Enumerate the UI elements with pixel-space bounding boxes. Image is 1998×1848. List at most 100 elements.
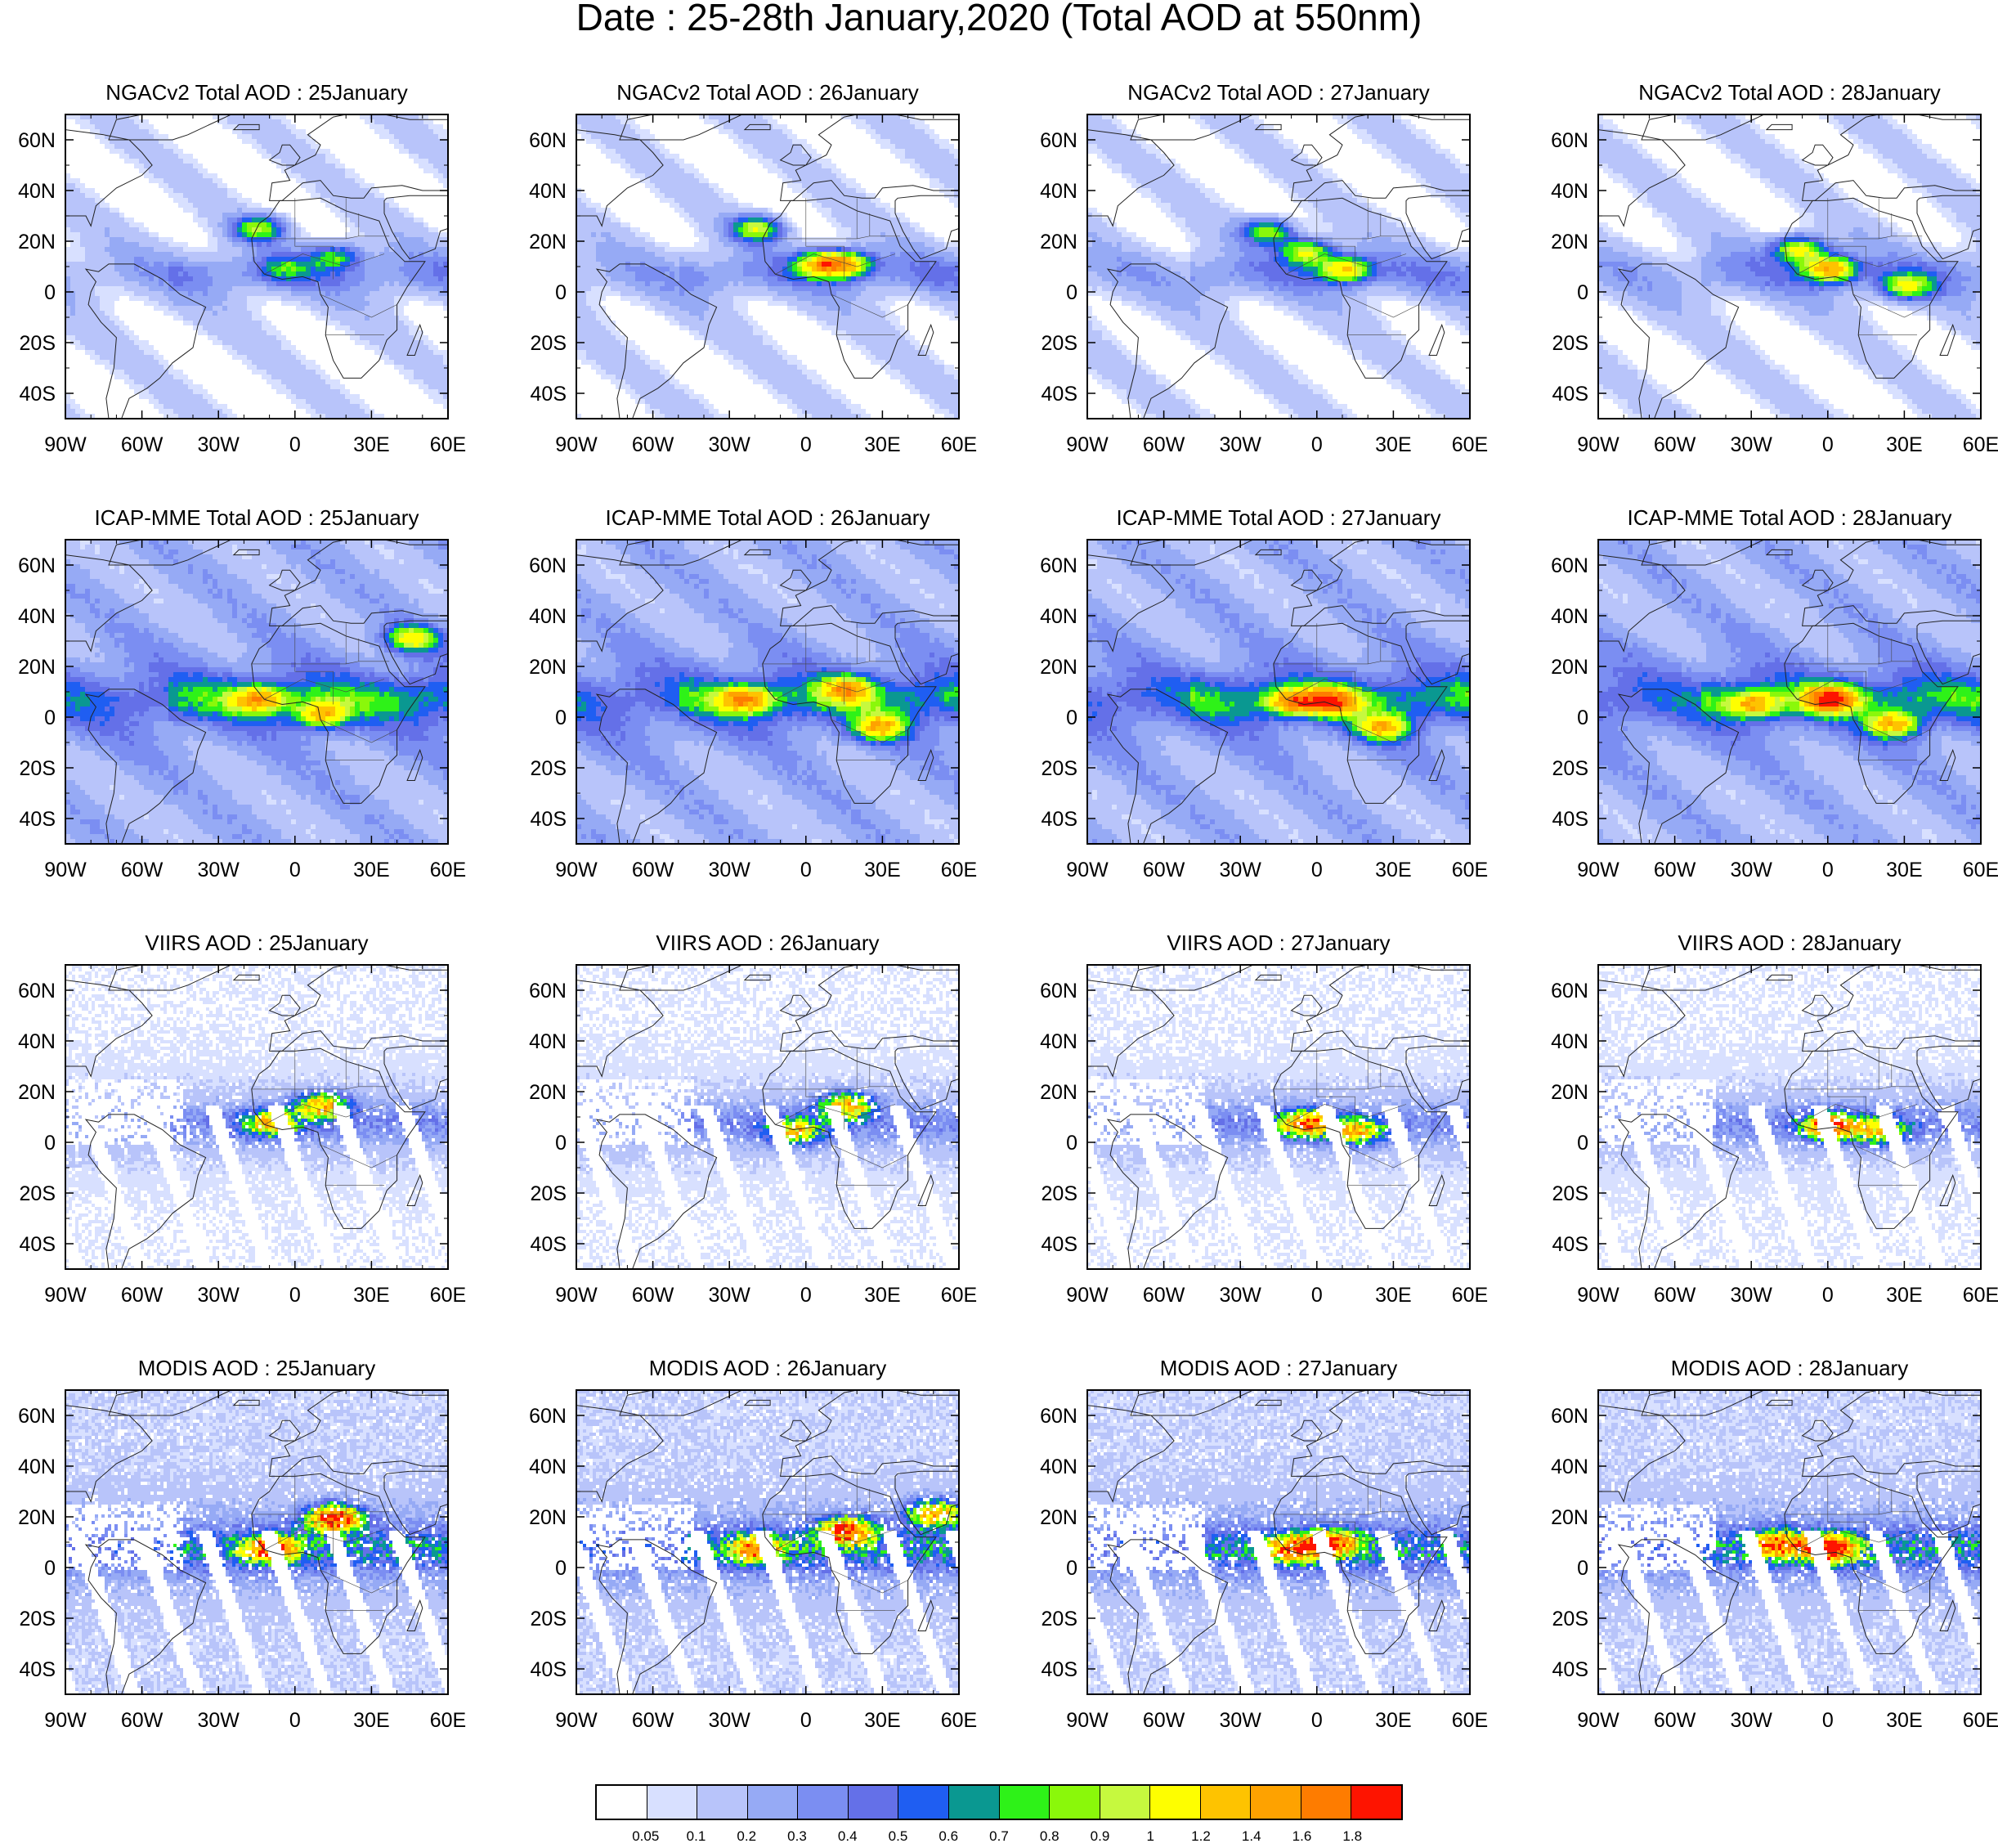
x-tick-label: 30E [864,859,900,881]
y-tick-label: 40N [1040,180,1077,203]
y-tick-label: 40S [20,1233,56,1256]
y-tick-label: 0 [1066,1557,1077,1580]
x-tick-label: 90W [44,1284,87,1307]
y-tick-label: 0 [44,1557,56,1580]
aod-field [1082,1388,1470,1694]
y-tick-label: 0 [44,1132,56,1155]
x-tick-label: 0 [800,859,812,881]
x-tick-label: 60E [430,433,466,456]
x-tick-label: 90W [1066,1709,1109,1732]
panel-title: MODIS AOD : 27January [1160,1356,1397,1380]
x-tick-label: 30E [1886,1709,1922,1732]
aod-field [571,962,959,1269]
x-tick-label: 0 [1822,1709,1834,1732]
y-tick-label: 40S [531,808,567,831]
x-tick-label: 60W [632,433,674,456]
x-tick-label: 60W [121,859,164,881]
x-tick-label: 0 [289,859,301,881]
x-tick-label: 30E [353,1709,389,1732]
x-tick-label: 0 [800,1284,812,1307]
y-tick-label: 40S [1552,383,1588,406]
colorbar-box [597,1786,647,1819]
x-tick-label: 0 [1311,1284,1323,1307]
x-tick-label: 30W [1730,433,1772,456]
x-tick-label: 90W [1577,1284,1619,1307]
x-tick-label: 30W [1730,859,1772,881]
panel-title: ICAP-MME Total AOD : 27January [1117,505,1441,530]
colorbar-box [647,1786,698,1819]
y-tick-label: 0 [1066,281,1077,304]
aod-field [571,537,959,844]
y-tick-label: 20N [1551,1506,1588,1529]
y-tick-label: 20N [529,1081,567,1104]
y-tick-label: 20N [529,656,567,679]
y-tick-label: 0 [44,706,56,729]
colorbar-box [849,1786,899,1819]
y-tick-label: 0 [1066,706,1077,729]
y-tick-label: 20S [1552,1608,1588,1630]
x-tick-label: 60W [1143,859,1185,881]
y-tick-label: 20S [20,332,56,355]
x-tick-label: 90W [555,1709,598,1732]
y-tick-label: 20S [1552,757,1588,780]
y-tick-label: 60N [1040,1405,1077,1428]
y-tick-label: 60N [18,1405,56,1428]
x-tick-label: 0 [800,433,812,456]
y-tick-label: 40N [1551,1456,1588,1478]
colorbar-label: 0.8 [1040,1828,1059,1845]
y-tick-label: 40S [1552,1233,1588,1256]
y-tick-label: 20S [1042,332,1077,355]
y-tick-label: 60N [1551,980,1588,1002]
y-tick-label: 20N [1551,656,1588,679]
y-tick-label: 40N [18,1030,56,1053]
y-tick-label: 0 [555,281,567,304]
panel-title: MODIS AOD : 25January [138,1356,375,1380]
x-tick-label: 0 [800,1709,812,1732]
x-tick-label: 60W [1654,859,1696,881]
y-tick-label: 20N [18,656,56,679]
x-tick-label: 30E [353,859,389,881]
colorbar-label: 0.1 [687,1828,706,1845]
colorbar [595,1784,1403,1820]
x-tick-label: 30W [708,1709,750,1732]
y-tick-label: 0 [555,706,567,729]
y-tick-label: 60N [1551,1405,1588,1428]
y-tick-label: 20N [1040,1081,1077,1104]
colorbar-box [949,1786,1000,1819]
y-tick-label: 40S [531,1233,567,1256]
aod-field [1082,962,1470,1269]
y-tick-label: 40N [1551,1030,1588,1053]
x-tick-label: 0 [1822,1284,1834,1307]
x-tick-label: 90W [1066,1284,1109,1307]
colorbar-box [1201,1786,1252,1819]
x-tick-label: 60W [632,1284,674,1307]
x-tick-label: 30W [197,433,240,456]
colorbar-label: 0.05 [632,1828,659,1845]
x-tick-label: 90W [1577,859,1619,881]
y-tick-label: 20N [529,231,567,253]
x-tick-label: 30W [708,433,750,456]
x-tick-label: 30E [353,1284,389,1307]
colorbar-box [1351,1786,1401,1819]
y-tick-label: 40S [1552,808,1588,831]
y-tick-label: 40N [1551,605,1588,628]
x-tick-label: 60E [941,1284,977,1307]
colorbar-box [1000,1786,1051,1819]
x-tick-label: 30W [1219,1284,1261,1307]
x-tick-label: 30E [1375,1709,1411,1732]
y-tick-label: 20N [529,1506,567,1529]
x-tick-label: 60E [941,433,977,456]
x-tick-label: 30W [1219,1709,1261,1732]
y-tick-label: 20S [531,1608,567,1630]
y-tick-label: 20S [1042,1182,1077,1205]
x-tick-label: 30W [708,1284,750,1307]
y-tick-label: 20S [1042,1608,1077,1630]
y-tick-label: 0 [555,1132,567,1155]
x-tick-label: 90W [44,433,87,456]
x-tick-label: 90W [555,1284,598,1307]
